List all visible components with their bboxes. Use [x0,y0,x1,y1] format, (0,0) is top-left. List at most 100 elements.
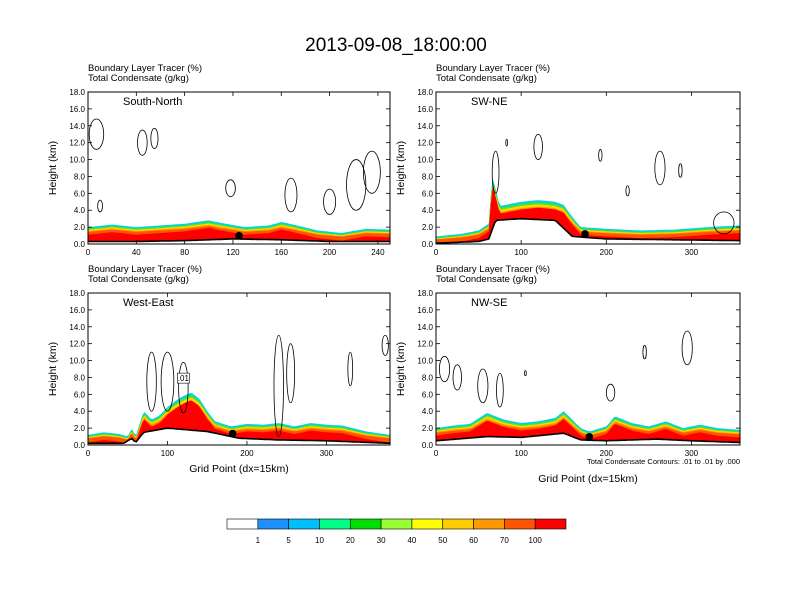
y-tick-label: 12.0 [69,340,85,349]
y-tick-label: 16.0 [69,306,85,315]
x-tick-label: 0 [86,248,91,257]
y-tick-label: 18.0 [69,88,85,97]
x-axis-title: Grid Point (dx=15km) [538,473,638,485]
plot-area [436,133,740,244]
colorbar-box [411,518,444,530]
colorbar-label: 5 [286,536,291,545]
x-tick-label: 300 [320,449,334,458]
y-tick-label: 10.0 [417,357,433,366]
condensate-contour [363,150,381,194]
colorbar-label: 100 [529,536,543,545]
panel-south-north: Boundary Layer Tracer (%)Total Condensat… [47,63,391,257]
x-tick-label: 120 [226,248,240,257]
subtitle-condensate: Total Condensate (g/kg) [88,274,189,285]
colorbar-box [226,518,259,530]
panel-title: NW-SE [471,297,507,309]
plot-frame [435,91,741,245]
x-tick-label: 160 [275,248,289,257]
y-tick-label: 2.0 [74,424,86,433]
condensate-contour [505,138,508,147]
figure-title: 2013-09-08_18:00:00 [305,35,487,56]
colorbar-label: 30 [377,536,386,545]
subtitle-tracer: Boundary Layer Tracer (%) [88,264,202,275]
condensate-contour [491,150,500,194]
x-tick-label: 100 [514,248,528,257]
terrain-line [88,427,390,445]
panel-title: West-East [123,297,174,309]
y-tick-label: 10.0 [417,156,433,165]
panel-title: SW-NE [471,96,507,108]
x-axis-title: Grid Point (dx=15km) [189,463,289,475]
plot-area: .01 [88,334,390,445]
x-tick-label: 200 [240,449,254,458]
panel-sw-ne: Boundary Layer Tracer (%)Total Condensat… [395,63,741,257]
y-tick-label: 12.0 [69,139,85,148]
condensate-contour [477,368,489,404]
panels-group: Boundary Layer Tracer (%)Total Condensat… [47,63,741,485]
y-tick-label: 16.0 [417,306,433,315]
y-tick-label: 6.0 [422,390,434,399]
y-tick-label: 16.0 [417,105,433,114]
condensate-contour [160,351,175,412]
colorbar-label: 20 [346,536,355,545]
colorbar-box [319,518,351,530]
y-tick-label: 14.0 [417,323,433,332]
x-tick-label: 300 [685,449,699,458]
y-tick-label: 14.0 [417,122,433,131]
colorbar: 1 5 10 20 30 40 50 60 70 100 [226,518,567,545]
y-tick-label: 0.0 [422,240,434,249]
plot-area [436,330,740,444]
condensate-contour [346,159,367,211]
subtitle-tracer: Boundary Layer Tracer (%) [436,264,550,275]
colorbar-label: 50 [438,536,447,545]
contour-label: .01 [178,374,190,383]
colorbar-box [442,518,474,530]
subtitle-tracer: Boundary Layer Tracer (%) [436,63,550,74]
colorbar-box [349,518,382,530]
x-tick-label: 0 [434,248,439,257]
condensate-contour [654,150,666,186]
y-tick-label: 4.0 [422,206,434,215]
condensate-contour [150,127,159,149]
y-tick-label: 2.0 [422,223,434,232]
x-tick-label: 300 [685,248,699,257]
condensate-contour [642,344,647,360]
colorbar-box [473,518,505,530]
subtitle-condensate: Total Condensate (g/kg) [436,73,537,84]
x-tick-label: 200 [323,248,337,257]
condensate-contour [439,355,451,383]
plot-frame [87,292,391,446]
x-tick-label: 0 [434,449,439,458]
y-axis-title: Height (km) [47,141,59,195]
condensate-contour [347,351,354,387]
y-tick-label: 18.0 [417,88,433,97]
x-tick-label: 240 [371,248,385,257]
subtitle-tracer: Boundary Layer Tracer (%) [88,63,202,74]
y-tick-label: 10.0 [69,156,85,165]
colorbar-label: 70 [500,536,509,545]
y-tick-label: 16.0 [69,105,85,114]
tracer-band [88,400,390,444]
location-marker [585,433,594,441]
y-axis-title: Height (km) [395,141,407,195]
terrain-line [436,217,740,244]
y-tick-label: 2.0 [74,223,86,232]
x-tick-label: 40 [132,248,141,257]
panel-title: South-North [123,96,182,108]
condensate-contour [681,330,693,366]
y-tick-label: 6.0 [74,390,86,399]
condensate-contour [178,361,189,414]
y-axis-title: Height (km) [47,342,59,396]
location-marker [235,231,243,240]
y-tick-label: 18.0 [69,289,85,298]
y-tick-label: 8.0 [422,373,434,382]
y-tick-label: 2.0 [422,424,434,433]
x-tick-label: 100 [514,449,528,458]
condensate-contour [605,383,616,402]
y-tick-label: 0.0 [74,240,86,249]
x-tick-label: 200 [600,248,614,257]
y-tick-label: 4.0 [422,407,434,416]
condensate-contour [137,129,148,156]
condensate-contour [452,364,462,391]
y-tick-label: 8.0 [74,172,86,181]
